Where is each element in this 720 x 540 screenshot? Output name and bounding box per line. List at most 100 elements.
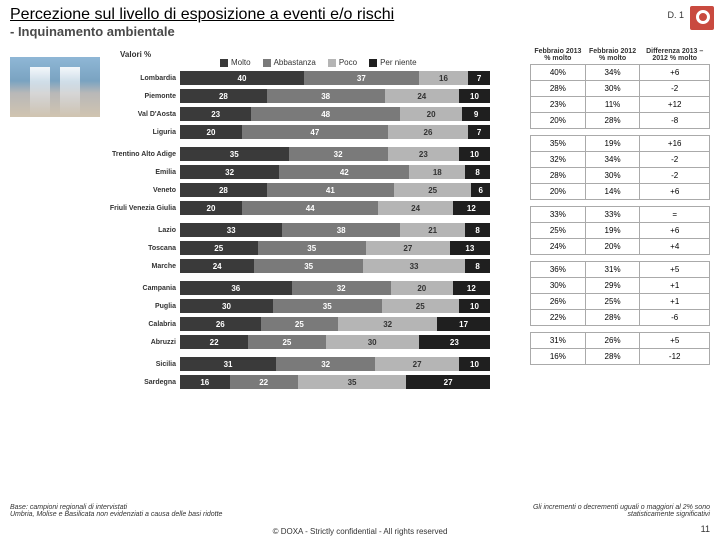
table-cell: 30% [585, 81, 640, 97]
bar-segment: 24 [385, 89, 459, 103]
region-label: Sardegna [100, 379, 180, 386]
bar-segment: 27 [366, 241, 450, 255]
table-row: 35%19%+16 [531, 136, 710, 152]
chart-row: Friuli Venezia Giulia20442412 [100, 200, 492, 216]
bar-segment: 27 [375, 357, 459, 371]
bar-segment: 16 [180, 375, 230, 389]
stacked-bar: 2348209 [180, 107, 490, 121]
table-cell: 40% [531, 65, 586, 81]
chart-row: Abruzzi22253023 [100, 334, 492, 350]
table-cell: -6 [640, 310, 710, 326]
stacked-bar: 26253217 [180, 317, 490, 331]
page-code: D. 1 [667, 10, 684, 20]
table-cell: -12 [640, 349, 710, 365]
table-header: Febbraio 2012 % molto [585, 46, 640, 65]
chart-row: Val D'Aosta2348209 [100, 106, 492, 122]
bar-segment: 20 [180, 125, 242, 139]
bar-segment: 7 [468, 71, 490, 85]
bar-segment: 23 [419, 335, 490, 349]
table-cell: 34% [585, 65, 640, 81]
bar-segment: 8 [465, 259, 490, 273]
table-row: 23%11%+12 [531, 97, 710, 113]
table-row: 24%20%+4 [531, 239, 710, 255]
table-cell: 20% [531, 113, 586, 129]
copyright: © DOXA - Strictly confidential - All rig… [0, 527, 720, 536]
bar-segment: 10 [459, 357, 490, 371]
bar-segment: 12 [453, 281, 490, 295]
table-cell: 11% [585, 97, 640, 113]
bar-segment: 26 [180, 317, 261, 331]
chart-row: Emilia3242188 [100, 164, 492, 180]
stacked-bar: 3338218 [180, 223, 490, 237]
bar-segment: 41 [267, 183, 394, 197]
bar-segment: 16 [419, 71, 469, 85]
chart-row: Lazio3338218 [100, 222, 492, 238]
bar-segment: 20 [400, 107, 462, 121]
table-cell: 19% [585, 223, 640, 239]
table-cell: -2 [640, 81, 710, 97]
region-label: Campania [100, 285, 180, 292]
bar-segment: 40 [180, 71, 304, 85]
table-cell: 30% [585, 168, 640, 184]
bar-segment: 28 [180, 183, 267, 197]
region-label: Friuli Venezia Giulia [100, 205, 180, 212]
bar-segment: 35 [258, 241, 367, 255]
table-cell: 35% [531, 136, 586, 152]
table-cell: 33% [585, 207, 640, 223]
table-cell: +6 [640, 223, 710, 239]
table-cell: 30% [531, 278, 586, 294]
bar-segment: 8 [465, 165, 490, 179]
bar-segment: 32 [180, 165, 279, 179]
region-label: Trentino Alto Adige [100, 151, 180, 158]
bar-segment: 10 [459, 299, 490, 313]
table-cell: 33% [531, 207, 586, 223]
bar-segment: 32 [289, 147, 388, 161]
bar-segment: 31 [180, 357, 276, 371]
values-label: Valori % [120, 50, 151, 59]
bar-segment: 22 [230, 375, 298, 389]
bar-segment: 30 [326, 335, 419, 349]
table-cell: +5 [640, 262, 710, 278]
footnote-significance: Gli incrementi o decrementi uguali o mag… [530, 504, 710, 518]
table-header: Febbraio 2013 % molto [531, 46, 586, 65]
bar-segment: 35 [180, 147, 289, 161]
bar-segment: 35 [273, 299, 382, 313]
bar-segment: 32 [292, 281, 391, 295]
chart-row: Lombardia4037167 [100, 70, 492, 86]
region-label: Marche [100, 263, 180, 270]
bar-segment: 21 [400, 223, 465, 237]
table-cell: +4 [640, 239, 710, 255]
table-cell: +1 [640, 294, 710, 310]
page-number: 11 [701, 524, 710, 534]
chart-row: Sardegna16223527 [100, 374, 492, 390]
bar-segment: 8 [465, 223, 490, 237]
stacked-bar: 2841256 [180, 183, 490, 197]
table-cell: 16% [531, 349, 586, 365]
bar-segment: 23 [388, 147, 459, 161]
table-cell: 25% [531, 223, 586, 239]
table-cell: +6 [640, 184, 710, 200]
stacked-bar: 22253023 [180, 335, 490, 349]
bar-segment: 17 [437, 317, 490, 331]
bar-segment: 44 [242, 201, 378, 215]
region-label: Emilia [100, 169, 180, 176]
bar-segment: 20 [391, 281, 453, 295]
chart-row: Liguria2047267 [100, 124, 492, 140]
stacked-bar: 2047267 [180, 125, 490, 139]
table-cell: -2 [640, 152, 710, 168]
table-cell: +5 [640, 333, 710, 349]
chart-row: Piemonte28382410 [100, 88, 492, 104]
footnote-base: Base: campioni regionali di intervistati… [10, 504, 222, 518]
region-label: Sicilia [100, 361, 180, 368]
stacked-bar: 2435338 [180, 259, 490, 273]
legend-item: Per niente [369, 58, 416, 67]
bar-segment: 37 [304, 71, 419, 85]
bar-segment: 24 [180, 259, 254, 273]
table-row: 32%34%-2 [531, 152, 710, 168]
legend-item: Poco [328, 58, 357, 67]
table-row: 40%34%+6 [531, 65, 710, 81]
table-cell: 24% [531, 239, 586, 255]
table-row: 20%28%-8 [531, 113, 710, 129]
table-cell: +12 [640, 97, 710, 113]
chart-row: Veneto2841256 [100, 182, 492, 198]
